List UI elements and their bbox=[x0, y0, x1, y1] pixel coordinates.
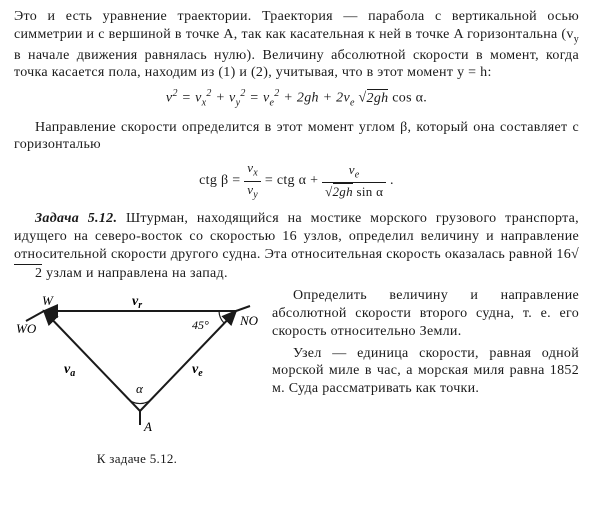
eq2-d2r: 2gh bbox=[333, 183, 353, 201]
eq1-sp bbox=[355, 91, 359, 106]
eq1-cos: cos α. bbox=[392, 91, 427, 106]
p2-text: Направление скорости определится в этот … bbox=[14, 120, 579, 153]
eq2-lhs: ctg β = bbox=[199, 173, 244, 188]
eq1-a: = v bbox=[178, 91, 202, 106]
eq2-n1s: x bbox=[253, 168, 258, 179]
eq1-y: y bbox=[236, 98, 241, 109]
task-label: Задача 5.12. bbox=[35, 211, 117, 226]
fig-alpha: α bbox=[136, 381, 144, 396]
figure-svg: W WO NO A vr va ve 45° α bbox=[14, 291, 260, 441]
fig-label-A: A bbox=[143, 419, 152, 434]
eq1-b: + v bbox=[212, 91, 236, 106]
eq1-c: = v bbox=[246, 91, 270, 106]
p1-sub-y: y bbox=[574, 34, 579, 45]
eq2-dot: . bbox=[386, 173, 394, 188]
task-t1b: узлам и направлена на запад. bbox=[42, 266, 227, 281]
task-t3: Узел — единица скорости, равная одной мо… bbox=[272, 346, 579, 397]
eq1-e: e bbox=[270, 98, 275, 109]
fig-ve: ve bbox=[192, 362, 203, 379]
equation-1: v2 = vx2 + vy2 = ve2 + 2gh + 2ve √2gh co… bbox=[14, 88, 579, 110]
paragraph-2: Направление скорости определится в этот … bbox=[14, 119, 579, 155]
fig-label-WO: WO bbox=[16, 321, 37, 336]
paragraph-1: Это и есть уравнение траектории. Траекто… bbox=[14, 8, 579, 82]
equation-2: ctg β = vxvy = ctg α + ve√2gh sin α . bbox=[14, 160, 579, 202]
p1-text-b: в начале движения равнялась нулю). Велич… bbox=[14, 48, 579, 81]
eq1-x: x bbox=[202, 98, 207, 109]
fig-va: va bbox=[64, 362, 75, 379]
eq2-frac2: ve√2gh sin α bbox=[322, 162, 386, 201]
eq2-frac1: vxvy bbox=[244, 160, 261, 202]
figure-text-wrap: W WO NO A vr va ve 45° α К задаче 5.12. … bbox=[14, 287, 579, 468]
task-t2: Определить величину и направление абсолю… bbox=[272, 288, 579, 339]
fig-label-W: W bbox=[42, 293, 54, 308]
task-paragraph-1: Задача 5.12. Штурман, находящийся на мос… bbox=[14, 210, 579, 283]
fig-vr: vr bbox=[132, 294, 142, 311]
figure-caption: К задаче 5.12. bbox=[14, 451, 260, 468]
eq2-d2t: sin α bbox=[353, 184, 383, 199]
eq2-d1s: y bbox=[253, 189, 258, 200]
p1-text-a: Это и есть уравнение траектории. Траекто… bbox=[14, 9, 579, 42]
eq2-n2s: e bbox=[355, 169, 360, 180]
eq2-mid: = ctg α + bbox=[261, 173, 322, 188]
fig-label-NO: NO bbox=[239, 313, 259, 328]
eq1-root: 2gh bbox=[367, 89, 389, 108]
eq1-d: + 2gh + 2v bbox=[280, 91, 350, 106]
figure-block: W WO NO A vr va ve 45° α К задаче 5.12. bbox=[14, 291, 260, 468]
task-root2: 2 bbox=[14, 264, 42, 283]
fig-45: 45° bbox=[192, 318, 209, 332]
